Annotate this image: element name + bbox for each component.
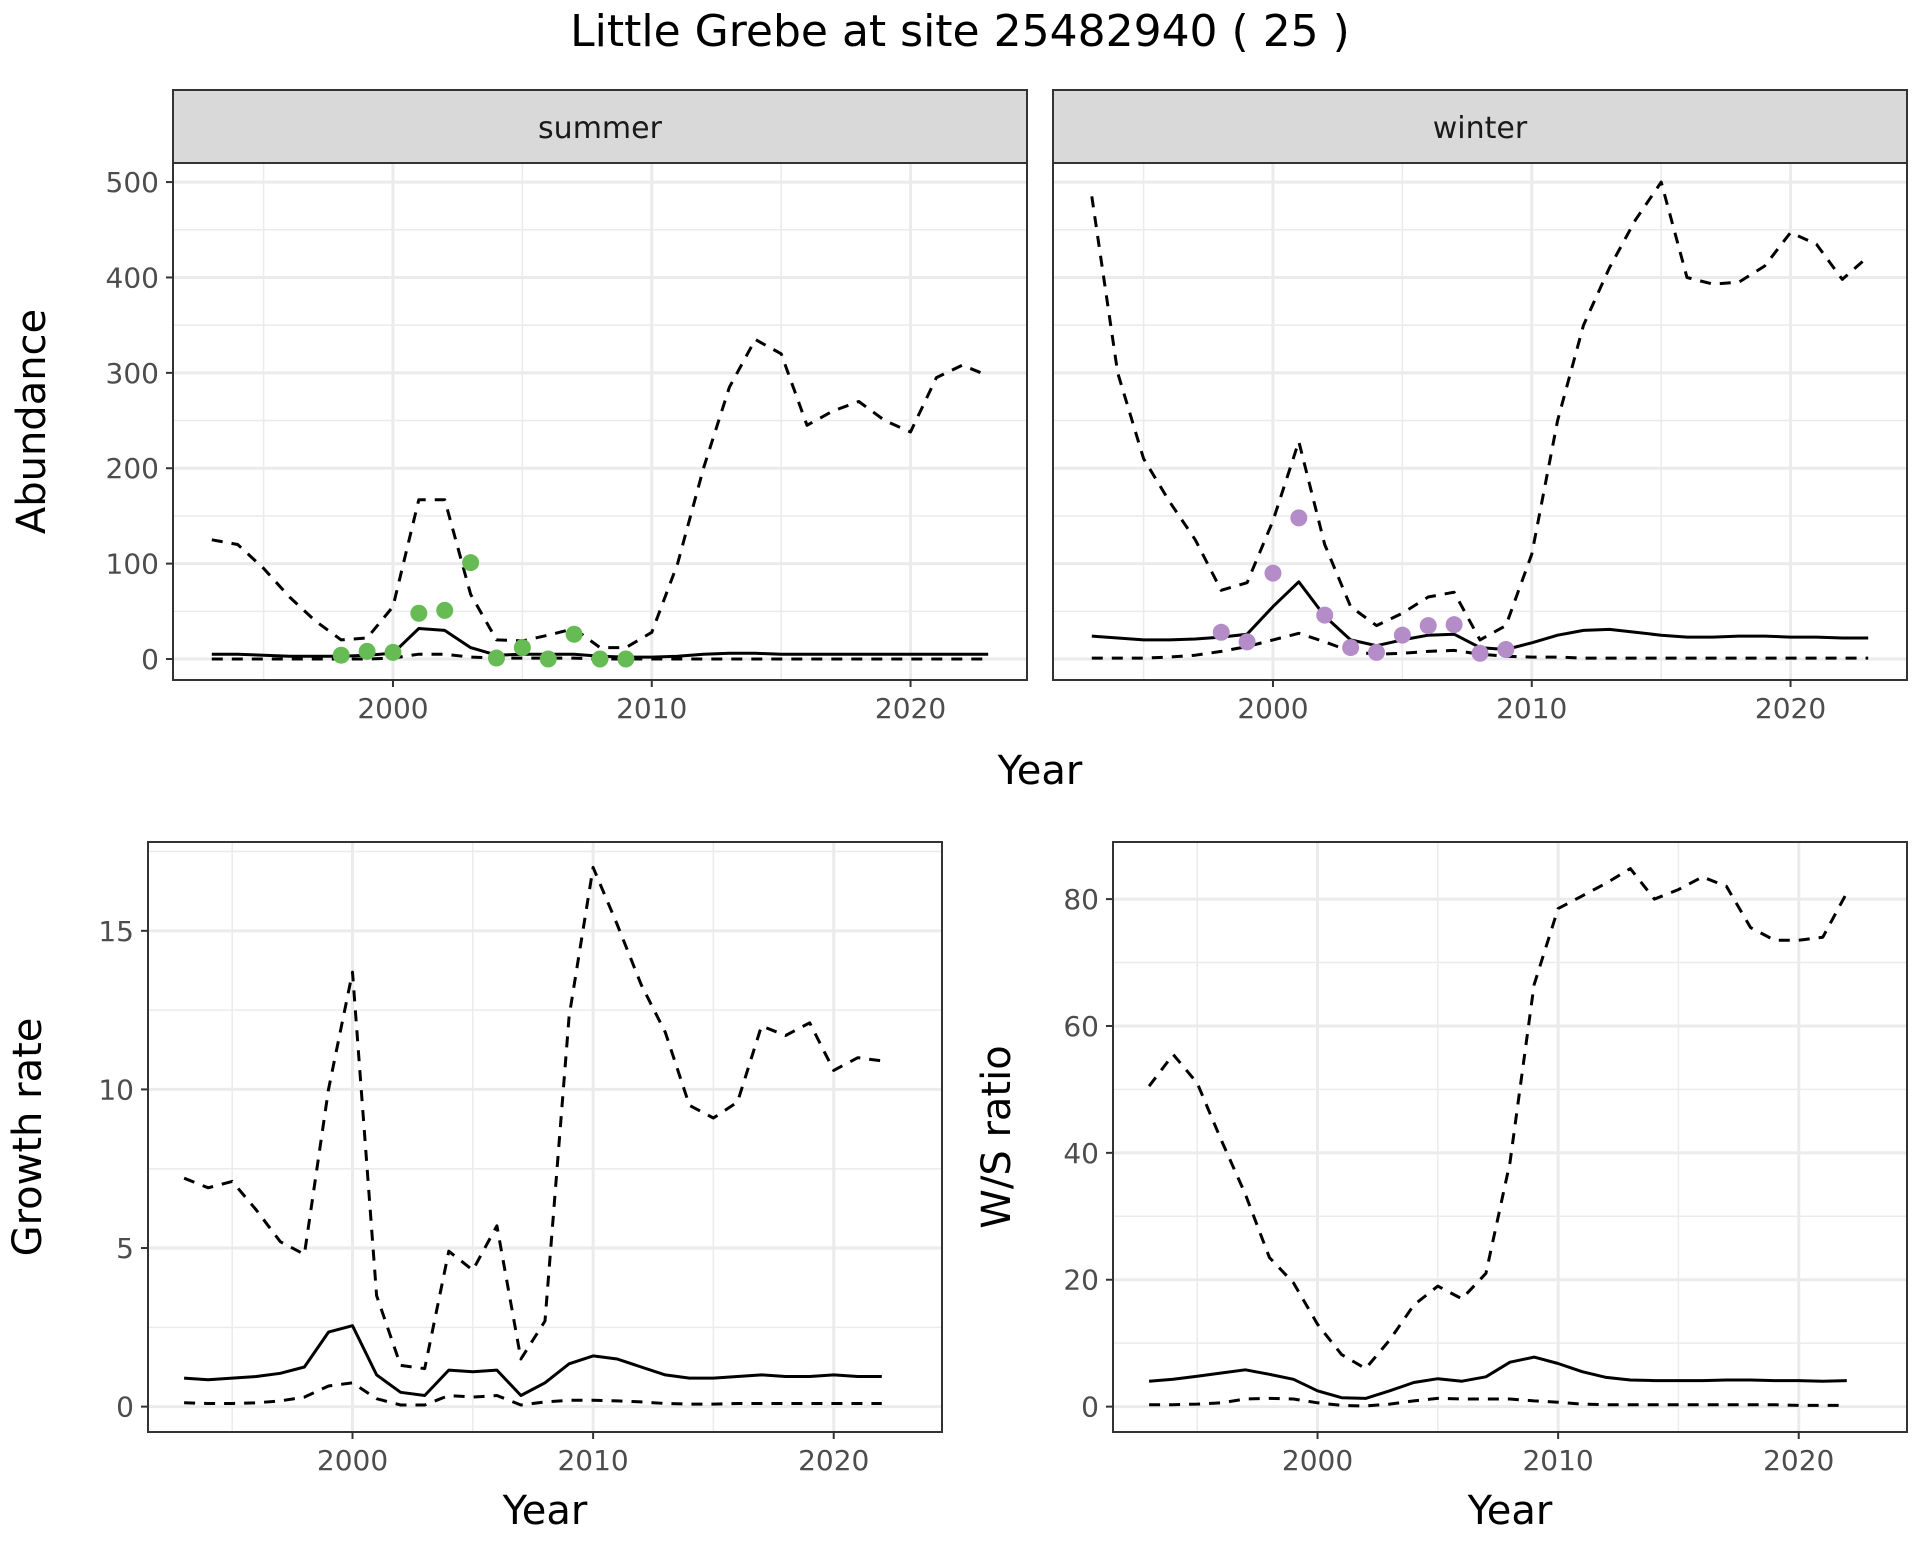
x-tick-label: 2020	[1755, 692, 1826, 725]
y-tick-label: 20	[1063, 1264, 1099, 1297]
x-tick-label: 2010	[557, 1444, 628, 1477]
panel-background	[1113, 842, 1907, 1432]
observed-point	[410, 604, 428, 622]
observed-point	[1445, 616, 1463, 634]
upper-bound-line	[1147, 867, 1849, 1371]
upper-bound-line	[1090, 180, 1870, 642]
observed-point	[591, 650, 609, 668]
observed-point	[1471, 644, 1489, 662]
x-tick-label: 2000	[1282, 1444, 1353, 1477]
y-axis-title: Abundance	[9, 309, 55, 534]
x-tick-label: 2010	[616, 692, 687, 725]
x-tick-label: 2010	[1522, 1444, 1593, 1477]
x-tick-label: 2000	[317, 1444, 388, 1477]
panel-border	[1112, 841, 1908, 1433]
facet-strip	[172, 89, 1028, 164]
x-axis-title: Year	[1467, 1488, 1553, 1534]
observed-point	[1497, 640, 1515, 658]
panel-border	[147, 841, 943, 1433]
observed-point	[1342, 639, 1360, 657]
y-tick-label: 80	[1063, 883, 1099, 916]
observed-point	[1264, 564, 1282, 582]
y-tick-label: 0	[116, 1391, 134, 1424]
observed-point	[513, 639, 531, 657]
observed-point	[539, 650, 557, 668]
shared-x-axis-title: Year	[997, 748, 1083, 794]
y-tick-label: 5	[116, 1232, 134, 1265]
observed-point	[1290, 509, 1308, 527]
panel-background	[1053, 163, 1907, 680]
observed-point	[1419, 617, 1437, 635]
x-tick-label: 2020	[1763, 1444, 1834, 1477]
x-tick-label: 2020	[798, 1444, 869, 1477]
observed-point	[1367, 643, 1385, 661]
observed-point	[1212, 623, 1230, 641]
y-tick-label: 40	[1063, 1137, 1099, 1170]
observed-point	[384, 643, 402, 661]
panel-ratio: 2000 2010 2020 0 20 40 60 80 W/S ratio Year	[974, 841, 1908, 1534]
chart-title: Little Grebe at site 25482940 ( 25 )	[570, 6, 1350, 57]
observed-point	[487, 649, 505, 667]
lower-bound-line	[184, 1381, 882, 1407]
y-tick-label: 300	[106, 357, 159, 390]
panel-summer: summer 2000 2010 2020 0 100 200 300 400 500 Abunda…	[9, 89, 1028, 725]
observed-point	[565, 625, 583, 643]
x-tick-label: 2010	[1496, 692, 1567, 725]
y-tick-label: 10	[98, 1073, 134, 1106]
observed-point	[1393, 626, 1411, 644]
panel-background	[148, 842, 942, 1432]
y-axis-title: Growth rate	[5, 1018, 51, 1257]
observed-point	[358, 642, 376, 660]
estimate-line	[1148, 1355, 1847, 1400]
facet-strip-label: summer	[538, 111, 663, 146]
observed-point	[332, 646, 350, 664]
x-tick-label: 2000	[1237, 692, 1308, 725]
y-tick-label: 0	[1081, 1391, 1099, 1424]
panel-growth: 2000 2010 2020 0 5 10 15 Growth rate Year	[5, 841, 943, 1534]
x-axis-title: Year	[502, 1488, 588, 1534]
y-tick-label: 15	[98, 915, 134, 948]
x-tick-label: 2020	[875, 692, 946, 725]
x-tick-label: 2000	[357, 692, 428, 725]
upper-bound-line	[211, 338, 989, 650]
y-tick-label: 0	[141, 643, 159, 676]
lower-bound-line	[1091, 631, 1869, 660]
y-tick-label: 500	[106, 166, 159, 199]
observed-point	[617, 650, 635, 668]
panel-winter: winter 2000 2010 2020	[1052, 89, 1908, 725]
y-tick-label: 60	[1063, 1010, 1099, 1043]
observed-point	[1316, 606, 1334, 624]
upper-bound-line	[183, 865, 882, 1371]
observed-point	[462, 554, 480, 572]
y-tick-label: 200	[106, 452, 159, 485]
facet-strip	[1052, 89, 1908, 164]
lower-bound-line	[1149, 1396, 1847, 1408]
y-tick-label: 100	[106, 548, 159, 581]
facet-strip-label: winter	[1433, 111, 1528, 146]
panel-background	[173, 163, 1027, 680]
observed-point	[436, 601, 454, 619]
y-tick-label: 400	[106, 261, 159, 294]
observed-point	[1238, 633, 1256, 651]
estimate-line	[184, 1324, 882, 1397]
y-axis-title: W/S ratio	[974, 1045, 1020, 1228]
